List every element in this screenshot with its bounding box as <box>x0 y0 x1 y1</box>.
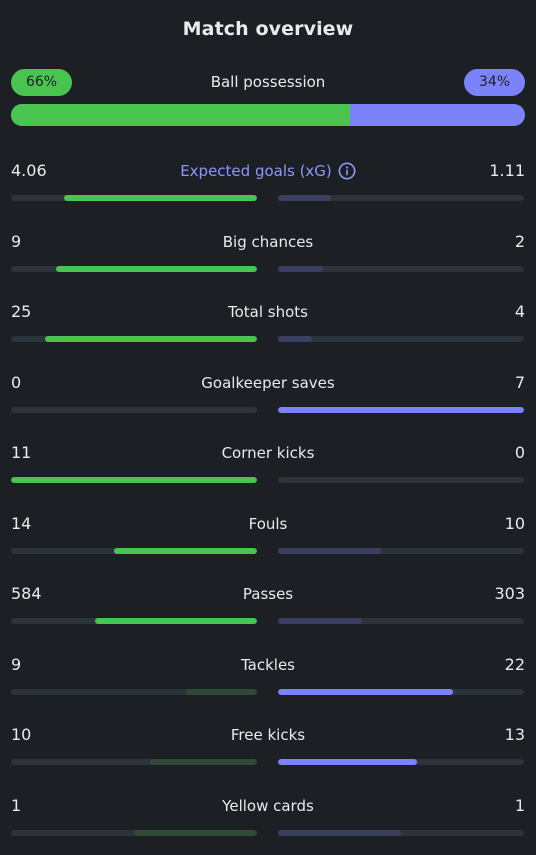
away-bar-track <box>278 618 524 624</box>
away-bar-fill <box>278 406 524 413</box>
home-value: 4.06 <box>11 161 47 180</box>
home-bar-track <box>11 688 257 695</box>
home-possession-badge: 66% <box>11 69 72 96</box>
away-value: 0 <box>514 443 525 462</box>
stat-row-total-shots: 25 Total shots 4 <box>11 301 525 351</box>
away-bar-fill <box>278 688 453 695</box>
away-bar-track <box>278 688 524 695</box>
home-bar-fill <box>11 477 257 483</box>
away-value: 10 <box>504 513 525 533</box>
home-value: 9 <box>11 231 22 251</box>
home-bar-track <box>11 336 257 342</box>
home-bar-track <box>11 829 257 836</box>
away-value: 303 <box>494 584 525 603</box>
stat-row-passes: 584 Passes 303 <box>11 583 525 633</box>
stat-label-text: Tackles <box>240 655 296 674</box>
stat-label-text: Expected goals (xG) <box>180 162 332 180</box>
stat-label[interactable]: Expected goals (xG) <box>11 160 525 182</box>
away-value: 4 <box>514 302 525 321</box>
home-bar-track <box>11 759 257 765</box>
possession-row: 66% Ball possession 34% <box>11 69 525 96</box>
home-bar-track <box>11 195 257 201</box>
away-bar-track <box>278 477 524 483</box>
stat-row-fouls: 14 Fouls 10 <box>11 513 525 563</box>
home-value: 10 <box>11 725 32 744</box>
home-bar-track <box>11 477 257 483</box>
stat-label: Big chances <box>11 231 525 253</box>
home-bar-fill <box>185 688 257 695</box>
stat-label-text: Goalkeeper saves <box>201 373 335 392</box>
stat-label: Total shots <box>11 301 525 323</box>
possession-bar <box>11 104 525 126</box>
stat-label-text: Corner kicks <box>221 444 315 462</box>
home-value: 25 <box>11 302 32 321</box>
stat-label-text: Passes <box>242 585 294 603</box>
away-bar-fill <box>278 336 312 342</box>
home-bar-fill <box>55 265 257 272</box>
home-bar-fill <box>150 759 257 765</box>
stat-label-text: Total shots <box>228 303 308 321</box>
home-bar-track <box>11 265 257 272</box>
away-value: 13 <box>504 725 525 744</box>
away-value: 22 <box>504 654 525 674</box>
stat-label-text: Fouls <box>248 514 288 533</box>
home-bar-fill <box>95 618 257 624</box>
home-value: 11 <box>11 443 32 462</box>
home-value: 9 <box>11 654 22 674</box>
away-possession-badge: 34% <box>464 69 525 96</box>
stat-label: Fouls <box>11 513 525 535</box>
away-bar-track <box>278 265 524 272</box>
away-bar-track <box>278 829 524 836</box>
home-value: 0 <box>11 372 22 392</box>
away-value: 2 <box>514 231 525 251</box>
away-bar-fill <box>278 829 401 836</box>
stat-label-text: Free kicks <box>230 726 306 744</box>
away-bar-track <box>278 336 524 342</box>
info-icon[interactable] <box>338 162 356 180</box>
home-value: 584 <box>11 584 42 603</box>
possession-label: Ball possession <box>210 73 326 91</box>
home-value: 14 <box>11 513 32 533</box>
stat-row-big-chances: 9 Big chances 2 <box>11 231 525 281</box>
away-value: 1 <box>514 795 525 815</box>
home-bar-fill <box>134 829 257 836</box>
home-bar-fill <box>63 195 257 201</box>
stat-label: Corner kicks <box>11 442 525 464</box>
home-possession-fill <box>11 104 351 126</box>
away-bar-track <box>278 195 524 201</box>
stat-label-text: Yellow cards <box>222 796 314 815</box>
match-overview-title: Match overview <box>182 18 354 40</box>
away-bar-fill <box>278 265 323 272</box>
stat-row-expected-goals: 4.06 Expected goals (xG) 1.11 <box>11 160 525 210</box>
home-bar-fill <box>113 547 257 554</box>
stat-label: Free kicks <box>11 724 525 746</box>
stat-label: Tackles <box>11 654 525 676</box>
away-bar-fill <box>278 195 331 201</box>
stat-label-text: Big chances <box>222 232 314 251</box>
stat-label: Passes <box>11 583 525 605</box>
away-bar-fill <box>278 547 381 554</box>
stat-row-corner-kicks: 11 Corner kicks 0 <box>11 442 525 492</box>
stat-label: Goalkeeper saves <box>11 372 525 394</box>
home-bar-fill <box>44 336 257 342</box>
away-bar-track <box>278 547 524 554</box>
home-value: 1 <box>11 795 22 815</box>
stat-row-goalkeeper-saves: 0 Goalkeeper saves 7 <box>11 372 525 422</box>
home-bar-track <box>11 547 257 554</box>
away-bar-track <box>278 406 524 413</box>
away-value: 1.11 <box>489 161 525 180</box>
away-bar-fill <box>278 618 363 624</box>
home-bar-track <box>11 618 257 624</box>
away-value: 7 <box>514 372 525 392</box>
home-bar-track <box>11 406 257 413</box>
stat-row-yellow-cards: 1 Yellow cards 1 <box>11 795 525 845</box>
stat-row-free-kicks: 10 Free kicks 13 <box>11 724 525 774</box>
stat-row-tackles: 9 Tackles 22 <box>11 654 525 704</box>
away-bar-fill <box>278 759 418 765</box>
stat-label: Yellow cards <box>11 795 525 817</box>
away-bar-track <box>278 759 524 765</box>
